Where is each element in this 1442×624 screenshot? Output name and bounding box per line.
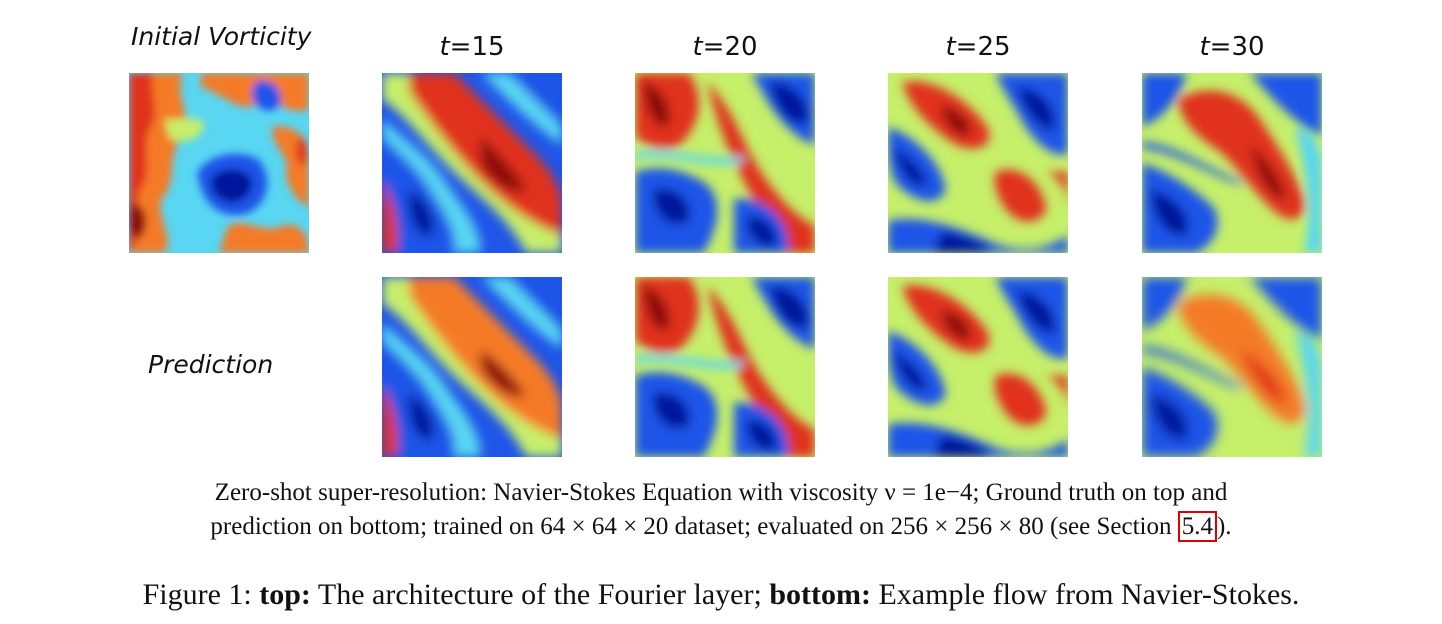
figure-caption: Figure 1: top: The architecture of the F… xyxy=(142,578,1300,611)
truth-panel-t20 xyxy=(635,73,815,253)
time-label-15: t=15 xyxy=(439,32,505,62)
initial-vorticity-label: Initial Vorticity xyxy=(131,22,312,51)
truth-panel-t25 xyxy=(888,73,1068,253)
initial-vorticity-panel xyxy=(129,73,309,253)
prediction-panel-t30 xyxy=(1142,277,1322,457)
caption-line-2: prediction on bottom; trained on 64 × 64… xyxy=(210,511,1232,542)
section-link[interactable]: 5.4 xyxy=(1177,511,1217,542)
caption-line-1: Zero-shot super-resolution: Navier-Stoke… xyxy=(214,479,1228,506)
time-label-30: t=30 xyxy=(1199,32,1265,62)
prediction-panel-t25 xyxy=(888,277,1068,457)
time-label-20: t=20 xyxy=(692,32,758,62)
prediction-panel-t15 xyxy=(382,277,562,457)
time-label-25: t=25 xyxy=(945,32,1011,62)
truth-panel-t15 xyxy=(382,73,562,253)
truth-panel-t30 xyxy=(1142,73,1322,253)
prediction-panel-t20 xyxy=(635,277,815,457)
prediction-label: Prediction xyxy=(148,350,274,379)
